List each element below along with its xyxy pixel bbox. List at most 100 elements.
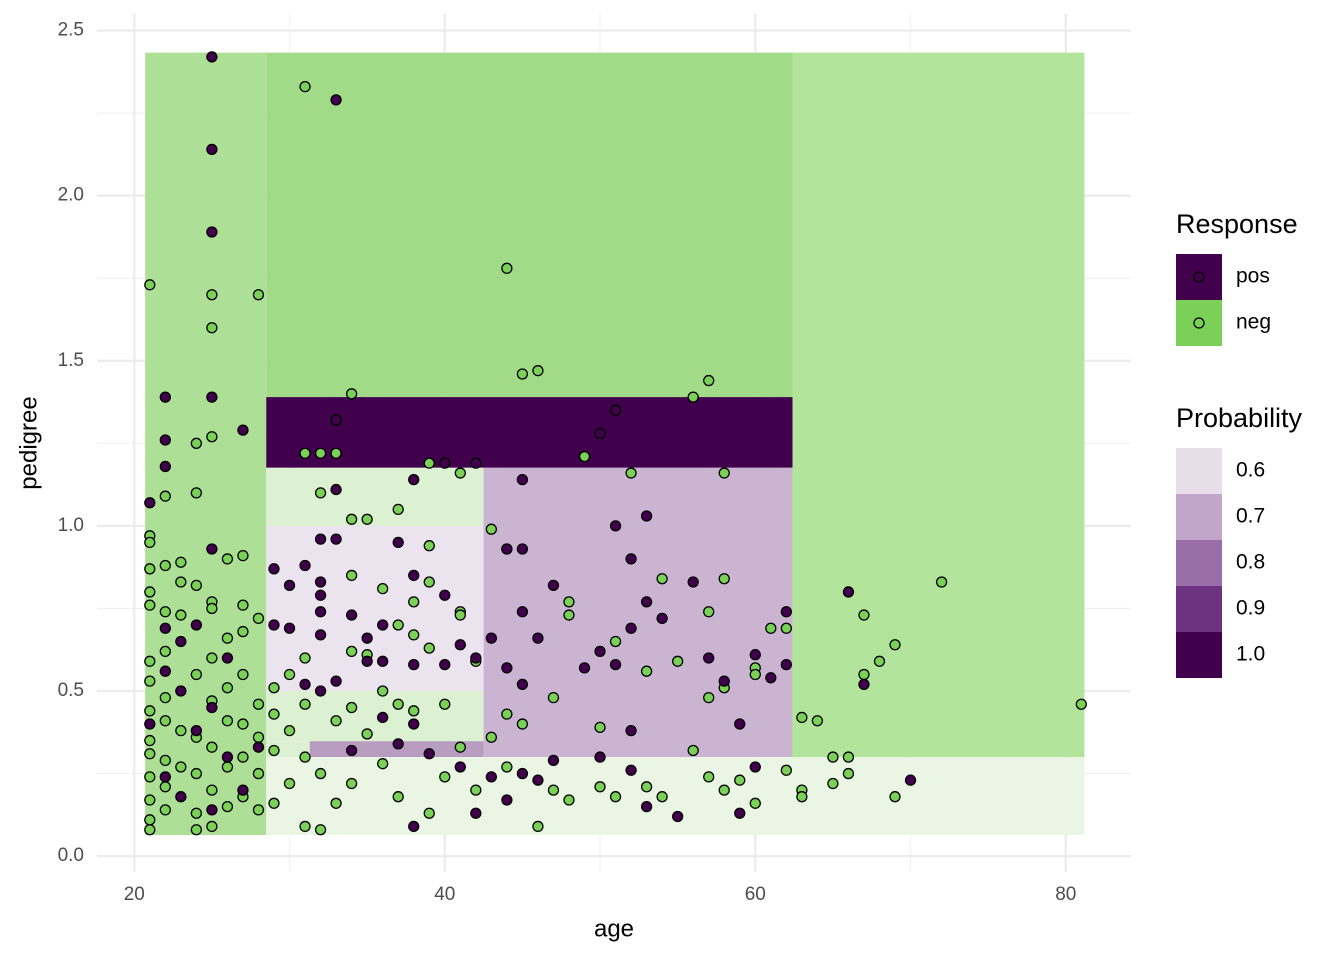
point [734,774,746,786]
point [889,639,901,651]
region [792,52,1085,758]
point [609,635,622,648]
x-axis-label: age [594,915,634,942]
point [423,576,435,588]
point [159,391,171,403]
point [252,767,265,780]
point [377,711,389,724]
point [842,767,855,780]
point [206,602,218,615]
probability-key [1176,540,1222,586]
point [144,497,156,509]
point [345,388,358,400]
point [144,705,156,717]
point [640,781,653,793]
point [144,748,156,760]
point [206,741,218,753]
point [345,645,358,658]
point [423,457,435,469]
legend-title: Response [1176,209,1298,239]
legend-key [1176,254,1222,300]
point [221,632,234,644]
point [625,553,637,565]
point [594,751,606,763]
point [485,731,497,743]
point [594,781,606,793]
point [703,606,715,618]
point [268,563,280,575]
point [252,289,265,301]
point [268,682,280,694]
point [190,807,203,819]
probability-label: 0.6 [1236,459,1265,482]
point [314,447,327,459]
point [377,758,389,770]
point [609,520,622,532]
point [252,741,265,753]
point [252,612,265,625]
point [190,725,203,737]
point [423,540,435,552]
point [206,784,218,796]
point [501,262,513,274]
point [299,698,311,710]
point [439,589,451,601]
point [159,559,171,572]
point [206,804,218,816]
point [252,698,265,710]
point [206,51,218,63]
point [299,81,311,93]
point [175,761,187,773]
point [408,658,420,671]
point [221,553,234,565]
point [765,672,777,684]
x-tick-label: 60 [745,884,766,905]
legend-label: pos [1236,265,1270,288]
point [408,596,420,608]
point [609,404,622,416]
point [408,569,420,582]
point [314,767,327,780]
point [159,490,171,502]
point [439,457,451,469]
point [439,771,451,783]
point [252,804,265,816]
point [563,596,575,608]
point [237,625,249,638]
point [330,715,342,727]
point [532,365,544,377]
point [501,761,513,773]
point [268,708,280,720]
point [144,586,156,598]
region [266,467,484,526]
probability-key [1176,494,1222,540]
point [221,682,234,694]
point [501,794,513,806]
point [640,510,653,522]
point [470,652,482,664]
point [687,391,699,403]
point [377,619,389,631]
point [780,622,792,634]
point [190,579,203,591]
probability-key [1176,448,1222,494]
point [314,824,327,836]
point [547,579,560,591]
point [221,652,234,664]
point [672,655,684,667]
point [361,728,373,740]
x-tick-label: 40 [434,884,455,905]
point [361,632,373,644]
y-axis-label: pedigree [15,396,42,489]
point [858,678,870,691]
point [221,761,234,773]
point [858,668,870,681]
point [206,701,218,714]
probability-label: 1.0 [1236,643,1265,666]
point [283,777,296,790]
point [392,698,404,710]
y-tick-label: 1.0 [58,515,84,536]
point [330,533,342,545]
point [532,820,544,833]
point [299,447,311,459]
